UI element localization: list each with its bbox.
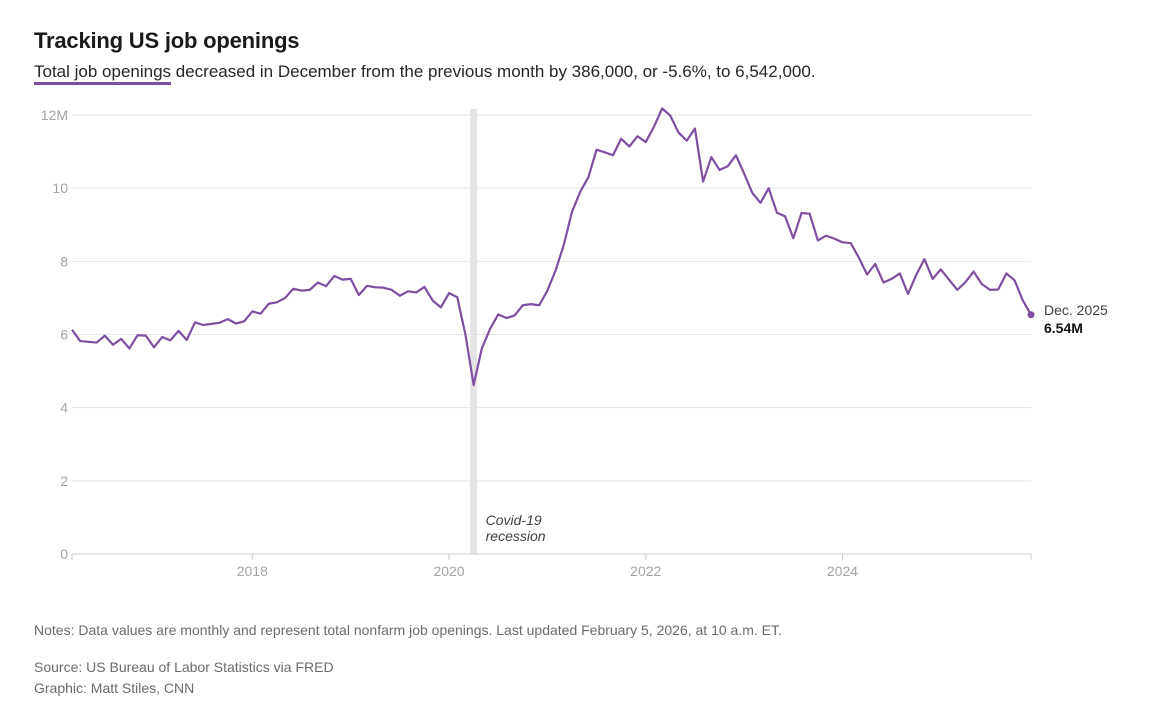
y-tick-label: 10 bbox=[52, 180, 68, 196]
y-tick-label: 12M bbox=[41, 107, 68, 123]
y-tick-label: 0 bbox=[60, 546, 68, 562]
recession-label-line2: recession bbox=[486, 528, 546, 544]
recession-label-line1: Covid-19 bbox=[486, 512, 542, 528]
x-tick-label: 2020 bbox=[433, 563, 464, 579]
notes-text: Notes: Data values are monthly and repre… bbox=[34, 622, 782, 638]
subtitle-highlight: Total job openings bbox=[34, 62, 172, 85]
x-axis: 2018 2020 2022 2024 bbox=[71, 554, 1032, 579]
end-point-marker bbox=[1027, 311, 1035, 319]
grid-lines bbox=[72, 114, 1031, 482]
credit-text: Graphic: Matt Stiles, CNN bbox=[34, 680, 195, 696]
y-tick-label: 8 bbox=[60, 253, 68, 269]
y-axis: 0 2 4 6 8 10 12M bbox=[41, 107, 68, 562]
x-tick-label: 2022 bbox=[630, 563, 661, 579]
source-text: Source: US Bureau of Labor Statistics vi… bbox=[34, 659, 334, 675]
x-tick-label: 2024 bbox=[827, 563, 858, 579]
x-tick-label: 2018 bbox=[237, 563, 268, 579]
y-tick-label: 4 bbox=[60, 400, 68, 416]
line-chart: 0 2 4 6 8 10 12M 2018 2020 2022 2024 Dec. 2025 6.… bbox=[41, 107, 1108, 579]
subtitle-text: decreased in December from the previous … bbox=[171, 62, 816, 81]
y-tick-label: 2 bbox=[60, 473, 68, 489]
chart-title: Tracking US job openings bbox=[34, 28, 300, 53]
y-tick-label: 6 bbox=[60, 327, 68, 343]
end-label-value: 6.54M bbox=[1044, 320, 1083, 336]
chart-subtitle: Total job openings decreased in December… bbox=[34, 62, 816, 85]
series-line bbox=[71, 107, 1032, 387]
recession-band bbox=[470, 109, 478, 554]
end-label-date: Dec. 2025 bbox=[1044, 302, 1108, 318]
